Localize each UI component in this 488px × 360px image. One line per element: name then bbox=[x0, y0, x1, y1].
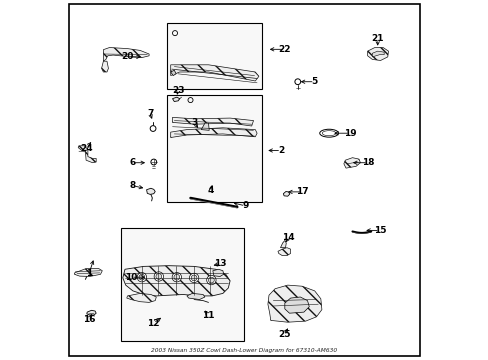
Text: 4: 4 bbox=[207, 186, 213, 195]
Text: 13: 13 bbox=[213, 259, 226, 269]
Polygon shape bbox=[170, 65, 258, 81]
Polygon shape bbox=[212, 269, 223, 276]
Text: 11: 11 bbox=[202, 311, 214, 320]
Text: 17: 17 bbox=[295, 188, 308, 197]
Circle shape bbox=[191, 275, 197, 281]
Polygon shape bbox=[367, 48, 387, 60]
Text: 2003 Nissan 350Z Cowl Dash-Lower Diagram for 67310-AM630: 2003 Nissan 350Z Cowl Dash-Lower Diagram… bbox=[151, 348, 337, 353]
Polygon shape bbox=[172, 97, 179, 102]
Text: 19: 19 bbox=[343, 129, 356, 138]
Polygon shape bbox=[146, 188, 155, 194]
Polygon shape bbox=[186, 293, 204, 300]
Text: 10: 10 bbox=[125, 273, 137, 282]
Text: 7: 7 bbox=[147, 109, 153, 118]
Text: 21: 21 bbox=[371, 35, 383, 44]
Polygon shape bbox=[78, 146, 96, 163]
Circle shape bbox=[154, 272, 163, 281]
Text: 15: 15 bbox=[373, 226, 386, 235]
Polygon shape bbox=[371, 51, 384, 57]
Text: 18: 18 bbox=[361, 158, 373, 167]
Circle shape bbox=[172, 273, 181, 282]
Polygon shape bbox=[75, 269, 102, 276]
Circle shape bbox=[206, 275, 216, 285]
Circle shape bbox=[137, 273, 146, 282]
Polygon shape bbox=[284, 297, 309, 313]
Polygon shape bbox=[172, 117, 253, 126]
Circle shape bbox=[156, 274, 162, 279]
Text: 5: 5 bbox=[311, 77, 317, 86]
Text: 22: 22 bbox=[278, 45, 290, 54]
Text: 8: 8 bbox=[129, 181, 136, 190]
Bar bbox=[167, 23, 261, 89]
Polygon shape bbox=[102, 61, 108, 72]
Polygon shape bbox=[277, 248, 290, 256]
Bar bbox=[121, 228, 244, 341]
Circle shape bbox=[139, 274, 144, 280]
Text: 9: 9 bbox=[242, 202, 248, 210]
Polygon shape bbox=[343, 158, 360, 168]
Bar bbox=[167, 95, 261, 202]
Text: 3: 3 bbox=[191, 118, 197, 127]
Text: 20: 20 bbox=[122, 53, 134, 62]
Polygon shape bbox=[267, 285, 321, 322]
Text: 14: 14 bbox=[282, 233, 294, 242]
Circle shape bbox=[208, 277, 214, 283]
Polygon shape bbox=[170, 70, 176, 76]
Polygon shape bbox=[87, 310, 96, 315]
Circle shape bbox=[189, 273, 199, 283]
Text: 1: 1 bbox=[86, 269, 92, 278]
Circle shape bbox=[174, 274, 179, 280]
Text: 23: 23 bbox=[172, 86, 184, 95]
Polygon shape bbox=[122, 266, 230, 296]
Polygon shape bbox=[201, 123, 209, 130]
Polygon shape bbox=[126, 293, 156, 302]
Polygon shape bbox=[283, 192, 289, 196]
Text: 6: 6 bbox=[129, 158, 136, 167]
Text: 16: 16 bbox=[82, 315, 95, 324]
Text: 12: 12 bbox=[147, 319, 160, 328]
Text: 2: 2 bbox=[278, 146, 284, 155]
Polygon shape bbox=[280, 240, 285, 248]
Text: 24: 24 bbox=[80, 144, 92, 153]
Polygon shape bbox=[103, 48, 149, 61]
Polygon shape bbox=[170, 128, 257, 138]
Text: 25: 25 bbox=[277, 330, 290, 339]
